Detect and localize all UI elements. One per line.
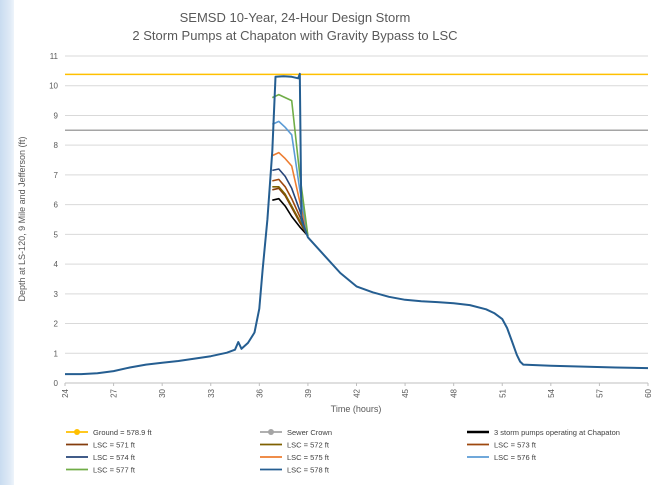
y-tick-label: 6 <box>54 201 59 210</box>
x-tick-label: 42 <box>353 388 362 397</box>
legend-label: LSC = 574 ft <box>93 453 136 462</box>
chart-panel: SEMSD 10-Year, 24-Hour Design Storm 2 St… <box>14 0 668 485</box>
legend-item: LSC = 576 ft <box>467 453 537 462</box>
legend-label: LSC = 573 ft <box>494 441 537 450</box>
y-tick-label: 2 <box>54 320 59 329</box>
x-tick-label: 51 <box>498 388 507 397</box>
y-tick-label: 7 <box>54 171 59 180</box>
y-tick-label: 0 <box>54 379 59 388</box>
legend-label: LSC = 576 ft <box>494 453 537 462</box>
legend-marker <box>74 429 80 435</box>
x-tick-label: 24 <box>61 388 70 397</box>
legend-item: Ground = 578.9 ft <box>66 428 152 437</box>
x-tick-label: 45 <box>401 388 410 397</box>
legend-item: LSC = 573 ft <box>467 441 537 450</box>
grid-lines <box>65 55 648 384</box>
chart-title: SEMSD 10-Year, 24-Hour Design Storm <box>180 10 411 25</box>
chart-subtitle: 2 Storm Pumps at Chapaton with Gravity B… <box>132 28 457 43</box>
y-tick-label: 10 <box>49 82 58 91</box>
series-line-2 <box>272 197 309 237</box>
legend-item: 3 storm pumps operating at Chapaton <box>467 428 620 437</box>
y-tick-label: 8 <box>54 141 59 150</box>
x-axis-label: Time (hours) <box>331 404 382 414</box>
x-tick-label: 27 <box>110 388 119 397</box>
series-line-4 <box>272 186 309 237</box>
legend-marker <box>268 429 274 435</box>
legend-label: LSC = 578 ft <box>287 466 330 475</box>
y-axis-label: Depth at LS-120, 9 Mile and Jefferson (f… <box>17 137 27 302</box>
chart-svg: SEMSD 10-Year, 24-Hour Design Storm 2 St… <box>17 10 653 475</box>
y-tick-label: 9 <box>54 111 59 120</box>
x-tick-label: 36 <box>255 388 264 397</box>
y-tick-label: 11 <box>50 52 59 61</box>
x-tick-label: 48 <box>450 388 459 397</box>
legend-label: 3 storm pumps operating at Chapaton <box>494 428 620 437</box>
x-tick-label: 60 <box>644 388 653 397</box>
legend-item: LSC = 577 ft <box>66 466 136 475</box>
x-tick-label: 57 <box>595 388 604 397</box>
legend-label: LSC = 572 ft <box>287 441 330 450</box>
legend-item: LSC = 572 ft <box>260 441 330 450</box>
legend-item: Sewer Crown <box>260 428 332 437</box>
legend-label: Ground = 578.9 ft <box>93 428 152 437</box>
x-tick-label: 54 <box>547 388 556 397</box>
legend-item: LSC = 578 ft <box>260 466 330 475</box>
series-layer <box>65 72 649 376</box>
legend-item: LSC = 574 ft <box>66 453 136 462</box>
series-line-10 <box>65 72 649 376</box>
legend-label: LSC = 571 ft <box>93 441 136 450</box>
y-tick-label: 3 <box>54 290 59 299</box>
x-tick-label: 39 <box>304 388 313 397</box>
legend-item: LSC = 571 ft <box>66 441 136 450</box>
x-tick-label: 33 <box>207 388 216 397</box>
legend-label: Sewer Crown <box>287 428 332 437</box>
legend: Ground = 578.9 ft Sewer Crown 3 storm pump… <box>66 428 620 475</box>
legend-label: LSC = 577 ft <box>93 466 136 475</box>
x-tick-label: 30 <box>158 388 167 397</box>
y-tick-label: 5 <box>54 230 59 239</box>
legend-label: LSC = 575 ft <box>287 453 330 462</box>
y-tick-label: 4 <box>54 260 59 269</box>
y-tick-label: 1 <box>54 349 59 358</box>
legend-item: LSC = 575 ft <box>260 453 330 462</box>
